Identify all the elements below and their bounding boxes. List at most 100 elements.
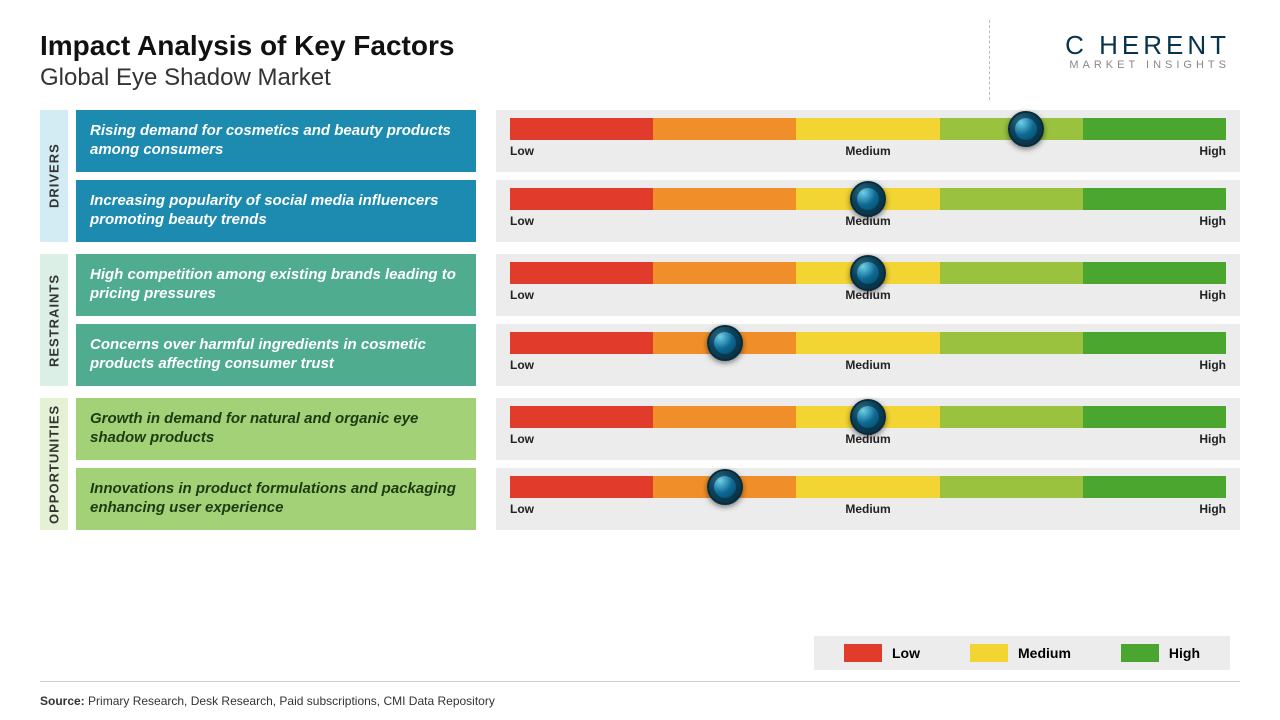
brand-logo: C HERENT MARKET INSIGHTS [1065, 30, 1240, 71]
impact-gauge: Low Medium High [496, 180, 1240, 242]
gauge-knob[interactable] [1008, 111, 1044, 147]
gauge-segment [1083, 262, 1226, 284]
gauge-low-label: Low [510, 432, 534, 446]
gauge-labels: Low Medium High [510, 214, 1226, 228]
gauge-bar [510, 118, 1226, 140]
gauge-knob[interactable] [707, 469, 743, 505]
gauge-knob[interactable] [850, 181, 886, 217]
gauge-medium-label: Medium [845, 432, 890, 446]
source-text: Primary Research, Desk Research, Paid su… [88, 694, 495, 708]
legend-swatch [1121, 644, 1159, 662]
page-title: Impact Analysis of Key Factors [40, 30, 454, 62]
gauge-segment [796, 118, 939, 140]
gauge-segment [940, 262, 1083, 284]
gauge-segment [1083, 406, 1226, 428]
gauge-segment [940, 332, 1083, 354]
gauge-medium-label: Medium [845, 502, 890, 516]
gauge-high-label: High [1199, 144, 1226, 158]
gauge-high-label: High [1199, 502, 1226, 516]
legend-label: High [1169, 645, 1200, 661]
gauge-low-label: Low [510, 214, 534, 228]
logo-main-text: C HERENT [1065, 30, 1230, 61]
gauge-bar [510, 406, 1226, 428]
gauge-segment [510, 188, 653, 210]
gauge-medium-label: Medium [845, 144, 890, 158]
gauge-low-label: Low [510, 358, 534, 372]
legend-item: Low [844, 644, 920, 662]
gauge-bar [510, 188, 1226, 210]
gauge-high-label: High [1199, 432, 1226, 446]
legend-label: Low [892, 645, 920, 661]
gauge-bar [510, 262, 1226, 284]
gauge-segment [510, 262, 653, 284]
gauge-segment [796, 476, 939, 498]
header-divider [989, 20, 990, 100]
factor-group: RESTRAINTSHigh competition among existin… [40, 254, 1240, 386]
gauge-high-label: High [1199, 288, 1226, 302]
gauge-segment [1083, 476, 1226, 498]
gauge-segment [1083, 188, 1226, 210]
gauge-high-label: High [1199, 214, 1226, 228]
legend-swatch [970, 644, 1008, 662]
factor-text: Innovations in product formulations and … [76, 468, 476, 530]
factor-row: Rising demand for cosmetics and beauty p… [76, 110, 1240, 172]
factor-row: Increasing popularity of social media in… [76, 180, 1240, 242]
group-rows: Growth in demand for natural and organic… [76, 398, 1240, 530]
impact-gauge: Low Medium High [496, 254, 1240, 316]
gauge-labels: Low Medium High [510, 432, 1226, 446]
gauge-segment [653, 406, 796, 428]
header: Impact Analysis of Key Factors Global Ey… [40, 30, 1240, 92]
impact-gauge: LowMediumHigh [496, 468, 1240, 530]
factor-groups: DRIVERS Rising demand for cosmetics and b… [40, 110, 1240, 530]
source-line: Source: Primary Research, Desk Research,… [40, 694, 495, 708]
legend-swatch [844, 644, 882, 662]
legend-label: Medium [1018, 645, 1071, 661]
factor-text: Growth in demand for natural and organic… [76, 398, 476, 460]
gauge-high-label: High [1199, 358, 1226, 372]
gauge-labels: LowMediumHigh [510, 502, 1226, 516]
legend-item: High [1121, 644, 1200, 662]
gauge-segment [940, 188, 1083, 210]
gauge-labels: LowMediumHigh [510, 358, 1226, 372]
group-rows: High competition among existing brands l… [76, 254, 1240, 386]
group-rows: Rising demand for cosmetics and beauty p… [76, 110, 1240, 242]
gauge-segment [510, 332, 653, 354]
impact-gauge: Low Medium High [496, 398, 1240, 460]
legend-item: Medium [970, 644, 1071, 662]
footer-rule [40, 681, 1240, 682]
gauge-segment [1083, 332, 1226, 354]
gauge-knob[interactable] [707, 325, 743, 361]
gauge-labels: LowMediumHigh [510, 144, 1226, 158]
gauge-segment [1083, 118, 1226, 140]
factor-text: Rising demand for cosmetics and beauty p… [76, 110, 476, 172]
gauge-bar [510, 476, 1226, 498]
gauge-bar [510, 332, 1226, 354]
gauge-low-label: Low [510, 288, 534, 302]
gauge-segment [510, 476, 653, 498]
gauge-segment [653, 188, 796, 210]
factor-row: Growth in demand for natural and organic… [76, 398, 1240, 460]
gauge-knob[interactable] [850, 255, 886, 291]
gauge-segment [796, 332, 939, 354]
gauge-medium-label: Medium [845, 288, 890, 302]
logo-sub-text: MARKET INSIGHTS [1065, 59, 1230, 71]
gauge-segment [940, 476, 1083, 498]
gauge-segment [653, 262, 796, 284]
impact-gauge: LowMediumHigh [496, 324, 1240, 386]
group-label: OPPORTUNITIES [40, 398, 68, 530]
factor-text: High competition among existing brands l… [76, 254, 476, 316]
factor-text: Increasing popularity of social media in… [76, 180, 476, 242]
gauge-segment [940, 406, 1083, 428]
source-label: Source: [40, 694, 85, 708]
gauge-segment [653, 118, 796, 140]
gauge-medium-label: Medium [845, 214, 890, 228]
gauge-segment [510, 118, 653, 140]
group-label: DRIVERS [40, 110, 68, 242]
gauge-knob[interactable] [850, 399, 886, 435]
factor-group: OPPORTUNITIES Growth in demand for natura… [40, 398, 1240, 530]
page-subtitle: Global Eye Shadow Market [40, 64, 454, 92]
gauge-labels: Low Medium High [510, 288, 1226, 302]
factor-row: Concerns over harmful ingredients in cos… [76, 324, 1240, 386]
factor-row: High competition among existing brands l… [76, 254, 1240, 316]
legend: Low Medium High [814, 636, 1230, 670]
